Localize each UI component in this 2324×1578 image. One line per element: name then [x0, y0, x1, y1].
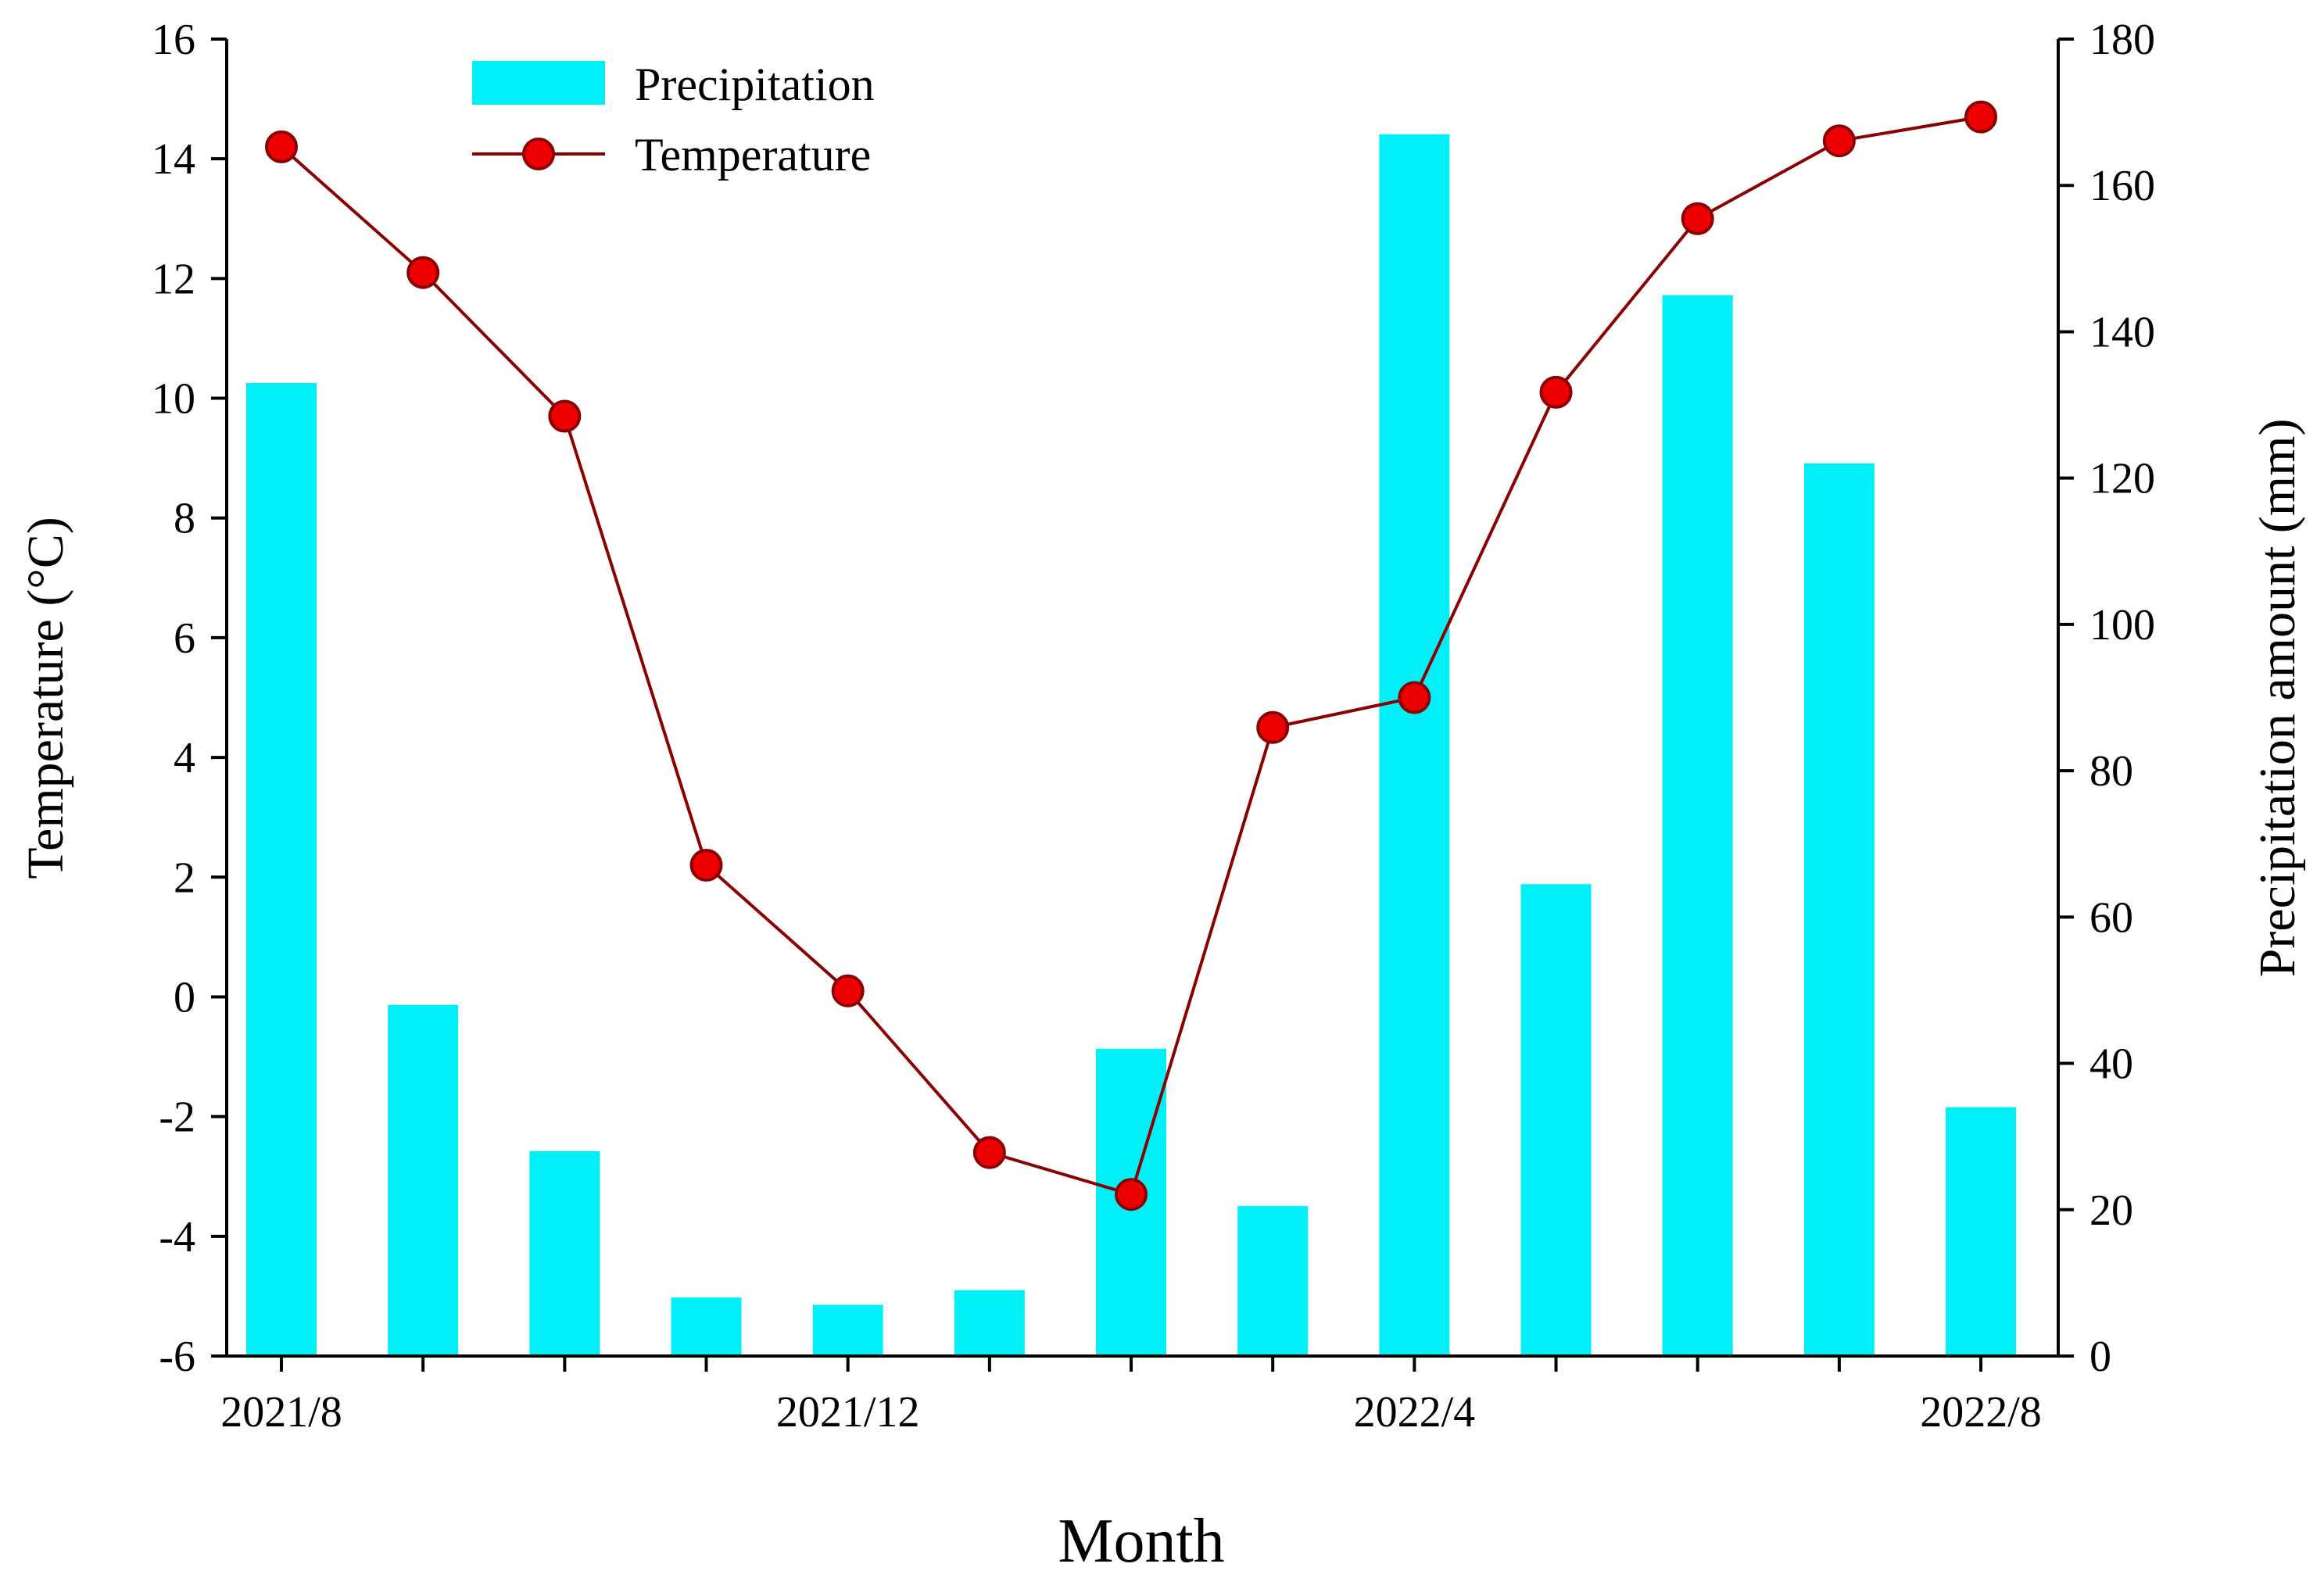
y-right-tick-label: 120 — [2089, 455, 2155, 503]
precipitation-bar-2021/8 — [246, 382, 317, 1357]
x-axis-title: Month — [1058, 1507, 1224, 1576]
temperature-point-2021/9 — [406, 256, 440, 289]
temperature-point-2022/7 — [1822, 124, 1856, 158]
temperature-point-2022/4 — [1398, 681, 1431, 714]
x-tick-label: 2021/8 — [220, 1388, 342, 1437]
temperature-point-2022/8 — [1964, 100, 1998, 134]
y-left-axis-title: Temperature (°C) — [17, 517, 74, 878]
y-right-tick-label: 80 — [2089, 747, 2133, 796]
y-left-tick-label: 6 — [174, 614, 195, 663]
y-right-tick-label: 20 — [2089, 1186, 2133, 1235]
legend-label-temperature: Temperature — [635, 129, 871, 181]
precipitation-bar-2022/1 — [954, 1290, 1025, 1356]
y-right-axis-title: Precipitation amount (mm) — [2249, 419, 2306, 978]
y-left-tick-label: 8 — [174, 495, 195, 543]
y-left-tick-label: 14 — [152, 135, 195, 184]
legend-marker-temperature — [522, 138, 555, 170]
x-tick-label: 2022/8 — [1920, 1388, 2042, 1437]
temperature-point-2022/1 — [972, 1136, 1006, 1169]
temperature-point-2021/12 — [831, 974, 865, 1007]
y-left-tick-label: 0 — [174, 973, 195, 1022]
legend: Precipitation Temperature — [472, 59, 875, 181]
axes: -6-4-20246810121416020406080100120140160… — [152, 16, 2155, 1437]
precipitation-bar-2021/12 — [812, 1304, 883, 1356]
temperature-point-2022/2 — [1115, 1178, 1148, 1211]
precipitation-bar-2021/10 — [529, 1150, 600, 1356]
precipitation-bar-2022/5 — [1520, 884, 1592, 1356]
y-right-tick-label: 0 — [2089, 1333, 2111, 1381]
precipitation-bar-2022/8 — [1946, 1107, 2017, 1356]
y-left-tick-label: -6 — [159, 1333, 195, 1381]
temperature-series — [265, 100, 1998, 1211]
x-tick-label: 2022/4 — [1354, 1388, 1476, 1437]
precipitation-bar-2022/7 — [1803, 463, 1875, 1356]
legend-swatch-precipitation — [472, 61, 605, 105]
y-left-tick-label: 10 — [152, 375, 195, 424]
y-left-tick-label: 16 — [152, 16, 195, 64]
temperature-point-2021/11 — [689, 848, 723, 882]
temperature-point-2022/6 — [1681, 202, 1714, 235]
x-tick-label: 2021/12 — [776, 1388, 920, 1437]
precipitation-bars — [246, 134, 2017, 1357]
temperature-point-2021/8 — [265, 130, 298, 163]
temperature-point-2022/3 — [1256, 710, 1290, 744]
y-right-tick-label: 160 — [2089, 162, 2155, 210]
y-left-tick-label: 4 — [174, 734, 195, 782]
y-left-tick-label: 2 — [174, 853, 195, 902]
y-right-tick-label: 40 — [2089, 1040, 2133, 1089]
precipitation-bar-2021/11 — [671, 1297, 742, 1356]
y-left-tick-label: -2 — [159, 1093, 195, 1142]
y-left-tick-label: -4 — [159, 1213, 195, 1261]
y-right-tick-label: 180 — [2089, 16, 2155, 64]
y-right-tick-label: 100 — [2089, 601, 2155, 649]
y-right-tick-label: 60 — [2089, 893, 2133, 942]
precipitation-bar-2021/9 — [388, 1004, 459, 1356]
y-right-tick-label: 140 — [2089, 308, 2155, 356]
legend-label-precipitation: Precipitation — [635, 59, 875, 110]
temperature-point-2021/10 — [548, 399, 582, 433]
y-left-tick-label: 12 — [152, 255, 195, 303]
precipitation-bar-2022/6 — [1662, 295, 1733, 1356]
precipitation-bar-2022/3 — [1237, 1206, 1309, 1356]
precipitation-bar-2022/4 — [1379, 134, 1450, 1356]
temperature-point-2022/5 — [1539, 375, 1573, 409]
